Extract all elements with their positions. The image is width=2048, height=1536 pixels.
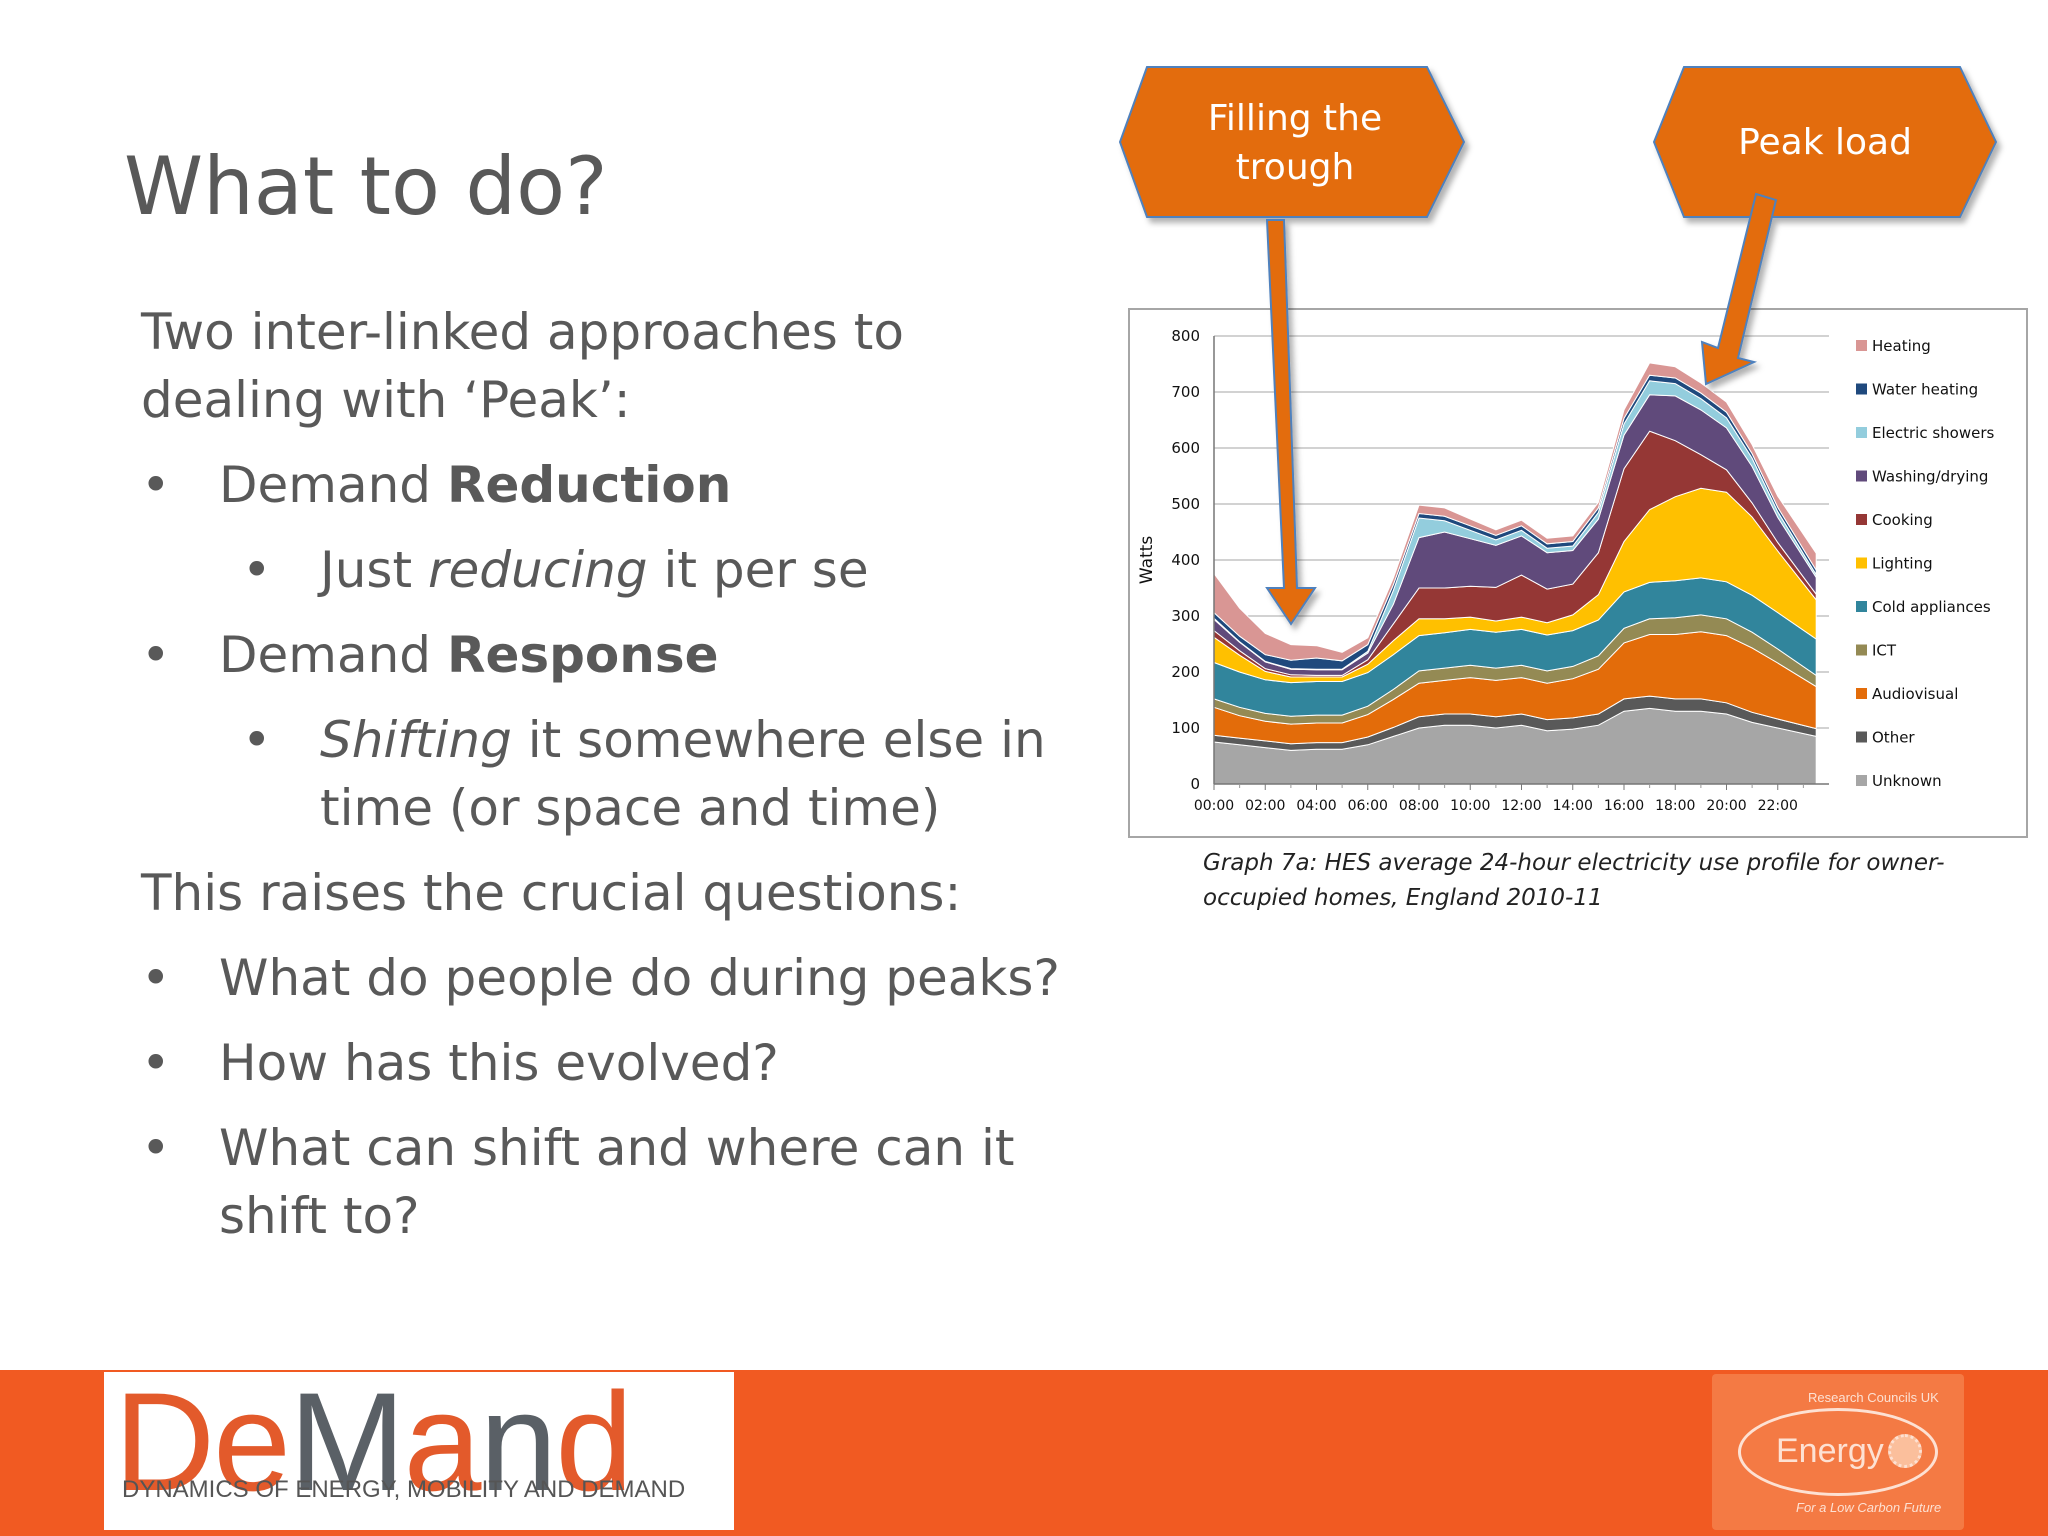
y-tick-label: 300 — [1171, 607, 1200, 625]
legend-label: Other — [1872, 729, 1915, 747]
x-tick-label: 14:00 — [1553, 798, 1593, 814]
subbullet-reducing: Just reducing it per se — [242, 536, 1061, 604]
legend-swatch — [1856, 383, 1867, 395]
question-3: What can shift and where can it shift to… — [141, 1114, 1061, 1250]
legend-swatch — [1856, 340, 1867, 351]
question-1: What do people do during peaks? — [141, 944, 1061, 1012]
legend-label: Audiovisual — [1872, 685, 1958, 703]
legend-swatch — [1856, 470, 1867, 482]
y-tick-label: 700 — [1171, 383, 1200, 401]
x-tick-label: 10:00 — [1450, 798, 1490, 814]
y-tick-label: 600 — [1171, 439, 1200, 457]
bullet-bold-text: Response — [446, 626, 719, 684]
bullet-demand-response: Demand Response — [141, 621, 1061, 689]
y-axis-label: Watts — [1137, 536, 1157, 584]
legend-label: ICT — [1872, 642, 1897, 660]
x-tick-label: 08:00 — [1399, 798, 1439, 814]
logo-letter: D — [114, 1363, 215, 1520]
x-tick-label: 02:00 — [1245, 798, 1285, 814]
legend-swatch — [1856, 644, 1867, 656]
legend-label: Water heating — [1872, 381, 1978, 399]
sun-icon — [1888, 1434, 1922, 1468]
legend-label: Cooking — [1872, 511, 1933, 529]
x-tick-label: 16:00 — [1604, 798, 1644, 814]
legend-label: Unknown — [1872, 772, 1942, 790]
chart-svg: 0 100 200 300 400 500 600 700 800 00:00 02:00 04:00… — [1137, 327, 1995, 814]
bullet-text: it per se — [647, 541, 869, 599]
legend-swatch — [1856, 514, 1867, 525]
energy-logo-word: Energy — [1776, 1432, 1884, 1470]
bullet-demand-reduction: Demand Reduction — [141, 451, 1061, 519]
questions-intro: This raises the crucial questions: — [141, 864, 962, 922]
callout-trough-label: Filling the trough — [1207, 98, 1383, 188]
y-tick-label: 100 — [1171, 719, 1200, 737]
logo-letter: a — [403, 1363, 482, 1520]
y-tick-label: 500 — [1171, 495, 1200, 513]
x-tick-label: 12:00 — [1501, 798, 1541, 814]
legend-swatch — [1856, 775, 1867, 786]
demand-logo-wordmark: DeMand — [114, 1372, 633, 1512]
slide-body: Two inter-linked approaches to dealing w… — [141, 298, 1061, 1267]
x-tick-label: 06:00 — [1348, 798, 1388, 814]
x-tick-label: 20:00 — [1706, 798, 1746, 814]
energy-logo-bottom-text: For a Low Carbon Future — [1796, 1500, 1942, 1515]
question-2: How has this evolved? — [141, 1029, 1061, 1097]
bullet-italic-text: Shifting — [320, 711, 512, 769]
legend-swatch — [1856, 731, 1867, 743]
subbullet-shifting: Shifting it somewhere else in time (or s… — [242, 706, 1061, 842]
legend-label: Heating — [1872, 337, 1931, 355]
y-tick-label: 400 — [1171, 551, 1200, 569]
logo-letter: e — [213, 1363, 291, 1520]
legend-label: Lighting — [1872, 555, 1933, 573]
legend-label: Electric showers — [1872, 424, 1995, 442]
bullet-italic-text: reducing — [427, 541, 648, 599]
energy-logo-top-text: Research Councils UK — [1808, 1390, 1939, 1405]
demand-logo: DeMand DYNAMICS OF ENERGY, MOBILITY AND … — [104, 1372, 734, 1530]
legend-swatch — [1856, 601, 1867, 612]
legend-label: Washing/drying — [1872, 468, 1988, 486]
logo-letter: M — [288, 1363, 406, 1520]
x-tick-label: 18:00 — [1655, 798, 1695, 814]
y-tick-label: 0 — [1190, 775, 1200, 793]
x-tick-label: 00:00 — [1194, 798, 1234, 814]
x-tick-label: 04:00 — [1296, 798, 1336, 814]
electricity-profile-chart: 0 100 200 300 400 500 600 700 800 00:00 02:00 04:00… — [1128, 308, 2028, 838]
legend-label: Cold appliances — [1872, 598, 1991, 616]
logo-letter: d — [555, 1363, 633, 1520]
y-tick-label: 200 — [1171, 663, 1200, 681]
intro-text: Two inter-linked approaches to dealing w… — [141, 303, 904, 429]
area-series-heating — [1213, 362, 1817, 662]
rcuk-energy-logo: Research Councils UK Energy For a Low Ca… — [1712, 1374, 1964, 1530]
callout-peak-label: Peak load — [1738, 122, 1912, 163]
legend-swatch — [1856, 427, 1867, 438]
chart-caption: Graph 7a: HES average 24-hour electricit… — [1203, 850, 1945, 911]
slide-title: What to do? — [124, 140, 608, 233]
legend-swatch — [1856, 557, 1867, 569]
bullet-text: Demand — [219, 456, 447, 514]
bullet-bold-text: Reduction — [446, 456, 732, 514]
bullet-text: Demand — [219, 626, 447, 684]
legend-swatch — [1856, 688, 1867, 699]
energy-logo-ring — [1738, 1408, 1938, 1496]
bullet-text: Just — [320, 541, 428, 599]
logo-letter: n — [479, 1363, 557, 1520]
y-tick-label: 800 — [1171, 327, 1200, 345]
bullet-text: it somewhere else in time (or space and … — [320, 711, 1046, 837]
x-tick-label: 22:00 — [1758, 798, 1798, 814]
demand-logo-tagline: DYNAMICS OF ENERGY, MOBILITY AND DEMAND — [122, 1476, 686, 1503]
